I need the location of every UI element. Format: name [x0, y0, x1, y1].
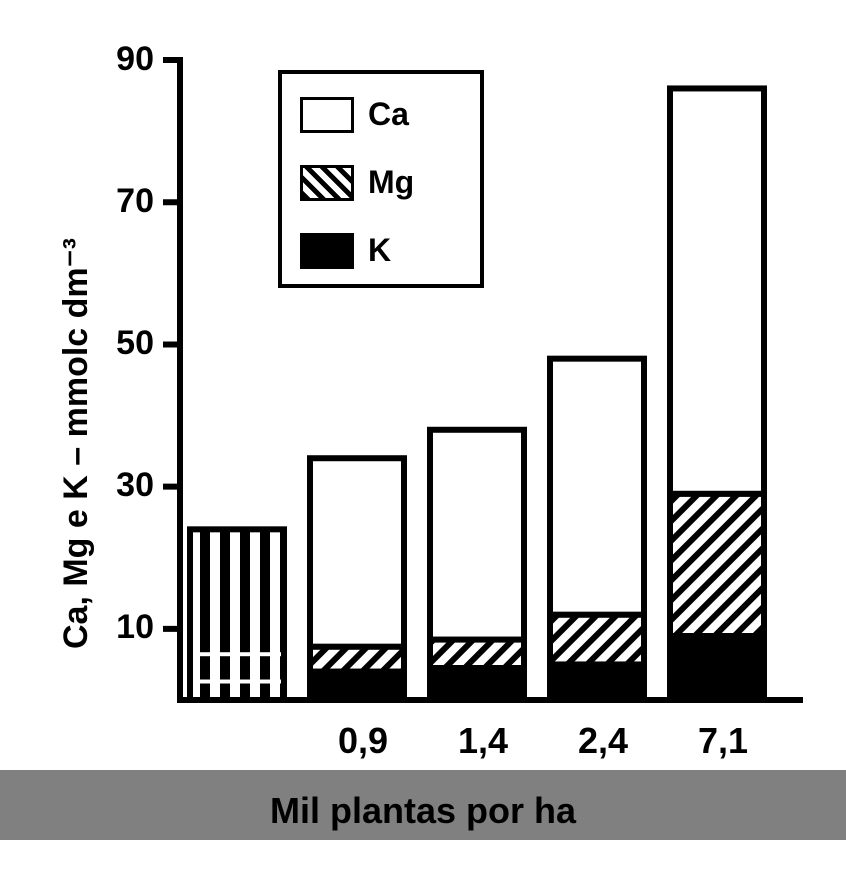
- y-tick-label: 30: [94, 466, 154, 505]
- legend-label: Mg: [368, 164, 414, 201]
- x-tick-label: 0,9: [312, 718, 414, 764]
- legend: Ca Mg K: [278, 70, 484, 288]
- y-axis-label: Ca, Mg e K – mmolc dm⁻³: [56, 238, 96, 649]
- y-tick-label: 10: [94, 608, 154, 647]
- chart-container: { "canvas": { "width": 846, "height": 87…: [0, 0, 846, 871]
- legend-item-mg: Mg: [300, 164, 414, 201]
- x-tick-label: 2,4: [552, 718, 654, 764]
- legend-label: K: [368, 232, 391, 269]
- legend-item-k: K: [300, 232, 391, 269]
- legend-swatch-mg: [300, 165, 354, 201]
- legend-label: Ca: [368, 96, 409, 133]
- y-tick-label: 90: [94, 40, 154, 79]
- x-axis-label: Mil plantas por ha: [0, 790, 846, 832]
- legend-item-ca: Ca: [300, 96, 409, 133]
- x-tick-label: 1,4: [432, 718, 534, 764]
- legend-swatch-k: [300, 233, 354, 269]
- y-tick-label: 70: [94, 182, 154, 221]
- y-tick-label: 50: [94, 324, 154, 363]
- x-tick-label: 7,1: [672, 718, 774, 764]
- legend-swatch-ca: [300, 97, 354, 133]
